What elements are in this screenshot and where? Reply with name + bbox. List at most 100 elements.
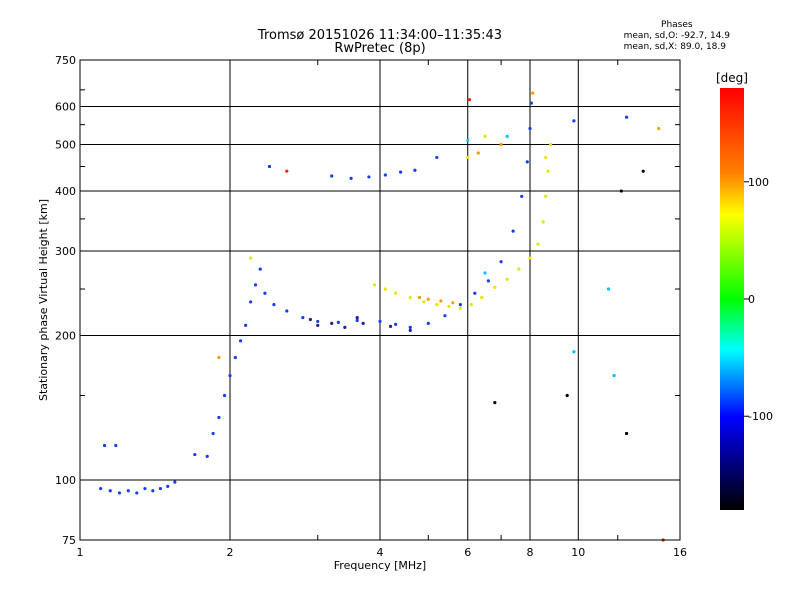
data-point (486, 279, 490, 283)
data-point (520, 194, 524, 198)
y-tick-label: 100 (55, 474, 76, 487)
data-point (544, 194, 548, 198)
data-point (244, 323, 248, 327)
data-point (480, 295, 484, 300)
data-point (473, 291, 477, 295)
data-point (467, 98, 472, 102)
data-point (466, 138, 470, 142)
data-point (528, 256, 532, 260)
stats-heading: Phases (661, 20, 693, 30)
y-tick-label: 500 (55, 139, 76, 152)
data-point (541, 220, 545, 224)
y-tick-label: 300 (55, 245, 76, 258)
data-point (249, 256, 253, 260)
data-point (451, 301, 455, 305)
data-point (606, 287, 611, 291)
data-point (483, 134, 487, 138)
data-point (211, 431, 215, 436)
data-point (349, 176, 353, 181)
data-point (408, 325, 412, 329)
data-point (114, 443, 118, 448)
y-tick-label: 400 (55, 185, 76, 198)
data-point (143, 486, 147, 491)
data-point (166, 484, 170, 488)
data-point (263, 291, 267, 295)
data-point (443, 314, 447, 318)
plot-grid (80, 60, 680, 540)
colorbar-tick-label: 100 (748, 176, 769, 189)
x-tick-label: 10 (571, 546, 585, 559)
data-point (408, 328, 412, 332)
data-point (408, 295, 412, 300)
y-tick-label: 200 (55, 330, 76, 343)
data-point (399, 170, 403, 174)
y-tick-label: 75 (62, 534, 76, 547)
data-point (458, 306, 463, 310)
data-point (135, 491, 139, 495)
data-point (483, 271, 487, 275)
data-point (238, 339, 243, 343)
data-point (529, 101, 533, 105)
data-point (394, 322, 398, 326)
x-axis-label: Frequency [MHz] (334, 559, 426, 572)
data-point (158, 486, 163, 491)
data-point (505, 134, 509, 138)
data-point (544, 155, 548, 160)
data-point (572, 350, 576, 354)
data-point (469, 302, 473, 307)
data-point (367, 175, 371, 179)
data-point (511, 229, 515, 233)
data-point (108, 489, 112, 493)
data-point (388, 324, 393, 328)
x-tick-label: 1 (77, 546, 84, 559)
data-point (422, 300, 426, 304)
data-point (426, 321, 430, 325)
data-point (536, 242, 540, 246)
x-tick-label: 6 (464, 546, 471, 559)
colorbar (720, 88, 744, 510)
data-point (549, 142, 553, 147)
data-point (258, 267, 262, 271)
data-point (435, 302, 439, 307)
data-point (466, 155, 470, 160)
data-point (285, 309, 289, 313)
data-point (272, 302, 276, 307)
data-point (355, 315, 359, 320)
data-point (505, 277, 509, 281)
data-point (343, 325, 347, 329)
stats-x-line: mean, sd,X: 89.0, 18.9 (623, 42, 726, 52)
data-point (531, 91, 535, 95)
data-point (217, 415, 221, 420)
data-point (316, 319, 320, 324)
data-point (308, 317, 313, 322)
x-tick-label: 2 (227, 546, 234, 559)
data-point (499, 142, 503, 147)
data-point (447, 304, 451, 309)
data-point (426, 297, 430, 301)
data-point (378, 319, 382, 324)
data-point (383, 173, 387, 177)
plot-points (99, 91, 665, 542)
data-point (193, 452, 197, 457)
data-point (413, 168, 417, 172)
data-point (624, 115, 629, 119)
colorbar-tick-label: 0 (748, 293, 755, 306)
phase-stats: Phases mean, sd,O: -92.7, 14.9 mean, sd,… (624, 20, 730, 53)
data-point (249, 300, 253, 304)
data-point (217, 355, 221, 360)
data-point (572, 119, 576, 123)
data-point (285, 169, 289, 173)
x-tick-label: 4 (377, 546, 384, 559)
data-point (301, 315, 305, 320)
data-point (126, 489, 130, 493)
data-point (151, 489, 155, 493)
data-point (499, 260, 503, 264)
y-tick-label: 750 (55, 54, 76, 67)
data-point (657, 126, 661, 131)
x-tick-label: 16 (673, 546, 687, 559)
data-point (624, 431, 629, 436)
data-point (330, 321, 334, 325)
data-point (253, 283, 258, 287)
x-tick-label: 8 (527, 546, 534, 559)
